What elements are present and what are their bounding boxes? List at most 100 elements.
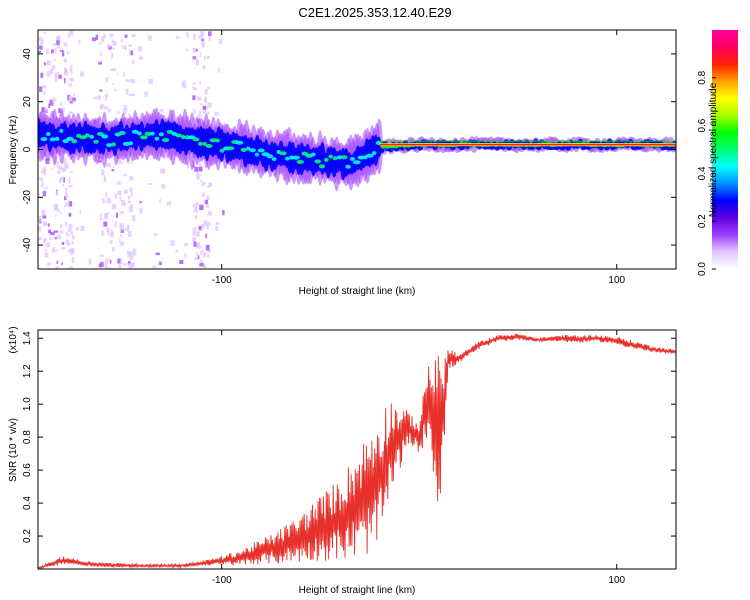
- noise-speck: [144, 91, 148, 97]
- noise-speck: [200, 179, 203, 182]
- noise-speck: [68, 83, 73, 87]
- signal-blob: [128, 141, 134, 146]
- signal-blob: [150, 131, 155, 136]
- snr-series-line: [38, 333, 676, 569]
- noise-speck: [214, 111, 219, 116]
- noise-speck: [67, 267, 71, 269]
- noise-speck: [46, 71, 51, 77]
- noise-speck: [209, 182, 213, 187]
- noise-speck: [67, 228, 72, 233]
- noise-speck: [103, 221, 108, 227]
- noise-speck: [64, 67, 67, 74]
- signal-blob: [296, 159, 304, 164]
- signal-blob: [111, 142, 116, 147]
- noise-speck: [38, 226, 41, 232]
- noise-speck: [49, 99, 54, 106]
- top-y-axis-label: Frequency (Hz): [8, 116, 19, 185]
- noise-speck: [114, 224, 116, 228]
- x-tick-label: 100: [608, 575, 625, 586]
- noise-speck: [138, 56, 144, 60]
- noise-speck: [133, 247, 136, 251]
- noise-speck: [197, 245, 202, 249]
- noise-speck: [117, 190, 122, 195]
- noise-speck: [63, 205, 67, 208]
- noise-speck: [44, 252, 49, 258]
- noise-speck: [196, 117, 201, 123]
- noise-speck: [222, 210, 225, 216]
- noise-speck: [71, 256, 75, 263]
- noise-speck: [148, 183, 153, 185]
- noise-speck: [59, 103, 63, 106]
- noise-speck: [43, 238, 46, 244]
- noise-speck: [43, 62, 46, 66]
- noise-speck: [63, 58, 67, 63]
- noise-speck: [104, 94, 109, 98]
- noise-speck: [69, 248, 75, 255]
- noise-speck: [64, 78, 66, 84]
- noise-speck: [125, 88, 129, 95]
- colorbar-tick-label: 0.6: [697, 118, 708, 132]
- signal-line-green: [379, 140, 676, 142]
- noise-speck: [71, 97, 76, 102]
- noise-speck: [186, 49, 189, 52]
- y-tick-label: 0: [22, 146, 33, 152]
- noise-speck: [206, 55, 210, 60]
- noise-speck: [139, 201, 142, 204]
- noise-speck: [51, 53, 54, 56]
- signal-blob: [180, 135, 186, 139]
- noise-speck: [119, 223, 124, 229]
- noise-speck: [170, 240, 175, 246]
- noise-speck: [187, 164, 190, 169]
- signal-blob: [205, 144, 213, 148]
- noise-speck: [196, 175, 200, 180]
- noise-speck: [47, 262, 51, 267]
- signal-blob: [271, 157, 277, 162]
- noise-speck: [119, 228, 125, 231]
- noise-speck: [97, 160, 102, 163]
- noise-speck: [42, 210, 46, 216]
- colorbar-tick-label: 0.4: [697, 166, 708, 180]
- signal-blob: [366, 153, 374, 158]
- noise-speck: [110, 68, 114, 71]
- noise-speck: [202, 181, 206, 186]
- noise-speck: [205, 244, 210, 251]
- noise-speck: [48, 155, 51, 161]
- noise-speck: [198, 113, 202, 117]
- x-tick-label: 100: [608, 275, 625, 286]
- signal-blob: [345, 164, 351, 169]
- noise-speck: [119, 241, 125, 246]
- noise-speck: [121, 199, 126, 206]
- noise-speck: [200, 102, 203, 106]
- noise-speck: [61, 262, 63, 266]
- noise-speck: [129, 187, 133, 192]
- noise-speck: [129, 78, 133, 83]
- noise-speck: [199, 260, 203, 263]
- snr-scale-label: (x10⁴): [8, 326, 19, 353]
- noise-speck: [54, 76, 58, 82]
- signal-blob: [49, 137, 56, 142]
- noise-speck: [203, 252, 207, 258]
- noise-speck: [128, 263, 133, 269]
- noise-speck: [46, 59, 51, 64]
- noise-speck: [159, 199, 162, 203]
- noise-speck: [129, 204, 133, 208]
- signal-blob: [85, 133, 90, 138]
- noise-speck: [99, 213, 102, 218]
- noise-speck: [68, 95, 73, 102]
- noise-speck: [103, 34, 106, 39]
- noise-speck: [56, 249, 59, 252]
- noise-speck: [56, 260, 59, 264]
- signal-blob: [357, 155, 365, 160]
- noise-speck: [130, 50, 133, 56]
- noise-speck: [51, 167, 54, 171]
- signal-blob: [131, 129, 139, 134]
- noise-speck: [124, 34, 128, 38]
- noise-speck: [73, 93, 76, 96]
- noise-speck: [107, 211, 110, 215]
- noise-speck: [62, 177, 65, 183]
- noise-speck: [110, 229, 113, 236]
- noise-speck: [207, 185, 210, 188]
- noise-speck: [58, 108, 62, 113]
- colorbar-tick-label: 0.0: [697, 262, 708, 276]
- noise-speck: [62, 184, 65, 188]
